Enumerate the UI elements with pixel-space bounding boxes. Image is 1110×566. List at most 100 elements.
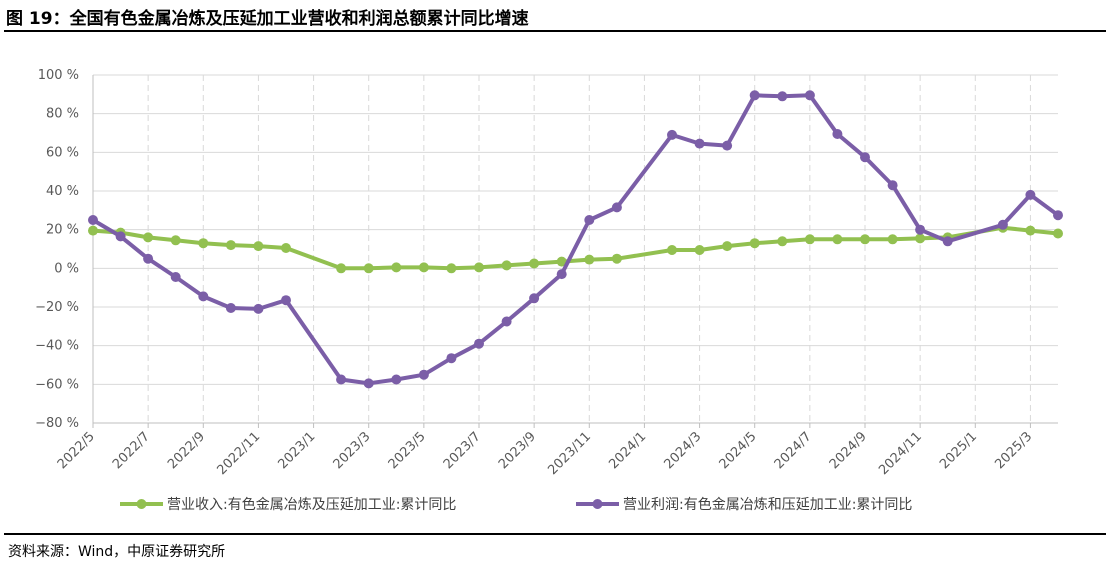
y-tick-label: −40 % [35, 339, 79, 354]
data-point-profit [667, 129, 677, 140]
data-point-profit [997, 219, 1008, 230]
x-tick-label: 2023/9 [496, 429, 539, 472]
bottom-divider [4, 533, 1106, 535]
y-tick-label: −60 % [35, 377, 79, 392]
data-point-profit [694, 138, 705, 149]
data-point-revenue [474, 262, 484, 273]
data-point-profit [363, 378, 374, 389]
x-tick-label: 2022/9 [165, 429, 208, 472]
data-point-profit [556, 269, 567, 280]
x-tick-label: 2024/5 [717, 429, 760, 472]
data-point-profit [832, 129, 843, 139]
data-point-revenue [667, 245, 677, 255]
data-point-profit [446, 353, 457, 364]
x-tick-label: 2024/9 [827, 429, 870, 472]
data-point-profit [722, 140, 733, 151]
data-point-profit [611, 202, 622, 213]
data-point-profit [225, 303, 236, 313]
x-tick-label: 2024/1 [606, 429, 649, 472]
x-tick-label: 2023/1 [275, 429, 318, 472]
x-axis-tick-labels: 2022/5 2022/7 2022/9 2022/11 2023/1 2023/3 202… [55, 429, 1035, 478]
legend-label-profit: 营业利润:有色金属冶炼和压延加工业:累计同比 [623, 496, 912, 513]
data-point-revenue [88, 225, 98, 236]
data-point-revenue [391, 262, 402, 273]
data-point-revenue [887, 234, 898, 245]
data-point-profit [942, 236, 953, 247]
y-tick-label: −80 % [35, 416, 79, 431]
data-point-profit [391, 374, 402, 385]
x-tick-label: 2024/7 [772, 429, 815, 472]
x-tick-label: 2022/7 [110, 429, 153, 472]
x-tick-label: 2023/11 [545, 429, 594, 478]
data-point-profit [804, 90, 815, 101]
data-point-revenue [832, 234, 843, 245]
data-point-revenue [446, 263, 457, 274]
data-point-profit [749, 90, 760, 101]
data-point-profit [170, 272, 181, 282]
data-point-profit [1025, 189, 1036, 200]
x-tick-label: 2023/7 [441, 429, 484, 472]
data-point-profit [281, 295, 291, 306]
data-point-profit [253, 303, 264, 314]
data-point-revenue [1053, 228, 1063, 239]
y-tick-label: −20 % [35, 300, 79, 315]
data-point-profit [529, 293, 540, 304]
legend-item-profit: 营业利润:有色金属冶炼和压延加工业:累计同比 [576, 496, 912, 513]
data-point-profit [418, 369, 429, 380]
data-point-revenue [281, 243, 291, 253]
data-point-revenue [363, 263, 374, 274]
legend-swatch-dot-profit [592, 499, 603, 509]
data-point-revenue [143, 232, 154, 243]
source-note: 资料来源：Wind，中原证券研究所 [8, 544, 226, 560]
data-point-profit [474, 338, 484, 349]
x-tick-label: 2023/3 [331, 429, 374, 472]
y-axis-tick-labels: 100 % 80 % 60 % 40 % 20 % 0 % −20 % −40 % −60 % −… [35, 68, 79, 431]
data-point-revenue [556, 256, 567, 267]
legend-swatch-dot-revenue [136, 499, 147, 509]
data-point-revenue [1025, 225, 1036, 236]
data-point-revenue [170, 235, 181, 246]
y-tick-label: 20 % [46, 223, 79, 238]
x-tick-label: 2024/11 [876, 429, 925, 478]
data-point-profit [887, 180, 898, 191]
line-chart: 100 % 80 % 60 % 40 % 20 % 0 % −20 % −40 % −60 % −… [35, 68, 1063, 513]
data-point-revenue [253, 241, 264, 252]
data-point-profit [336, 374, 347, 385]
data-point-revenue [777, 236, 788, 247]
data-point-revenue [418, 262, 429, 273]
y-tick-label: 40 % [46, 184, 79, 199]
data-point-revenue [915, 233, 926, 244]
data-point-revenue [722, 241, 733, 252]
x-tick-label: 2024/3 [661, 429, 704, 472]
data-point-profit [143, 253, 154, 264]
y-tick-label: 0 % [54, 261, 79, 276]
data-point-revenue [529, 258, 540, 269]
x-tick-label: 2025/3 [992, 429, 1035, 472]
series-profit [88, 90, 1063, 389]
data-point-revenue [749, 238, 760, 249]
data-point-profit [115, 231, 126, 242]
legend: 营业收入:有色金属冶炼及压延加工业:累计同比 营业利润:有色金属冶炼和压延加工业… [120, 496, 912, 513]
data-point-revenue [611, 253, 622, 264]
legend-item-revenue: 营业收入:有色金属冶炼及压延加工业:累计同比 [120, 496, 456, 513]
data-point-profit [777, 91, 788, 102]
data-point-profit [1053, 210, 1063, 221]
x-tick-label: 2022/11 [214, 429, 263, 478]
data-point-revenue [860, 234, 870, 245]
data-point-profit [198, 291, 209, 302]
legend-label-revenue: 营业收入:有色金属冶炼及压延加工业:累计同比 [167, 496, 456, 513]
data-point-profit [501, 316, 512, 327]
series-lines [88, 90, 1063, 389]
x-tick-label: 2022/5 [55, 429, 98, 472]
top-divider [4, 30, 1106, 32]
x-tick-label: 2025/1 [937, 429, 980, 472]
data-point-revenue [501, 260, 512, 271]
data-point-profit [915, 224, 926, 235]
data-point-revenue [584, 254, 595, 265]
chart-title: 图 19：全国有色金属冶炼及压延加工业营收和利润总额累计同比增速 [6, 9, 529, 29]
data-point-revenue [336, 263, 347, 274]
data-point-revenue [694, 245, 705, 255]
data-point-revenue [225, 240, 236, 251]
data-point-profit [88, 215, 98, 225]
data-point-profit [860, 152, 870, 163]
